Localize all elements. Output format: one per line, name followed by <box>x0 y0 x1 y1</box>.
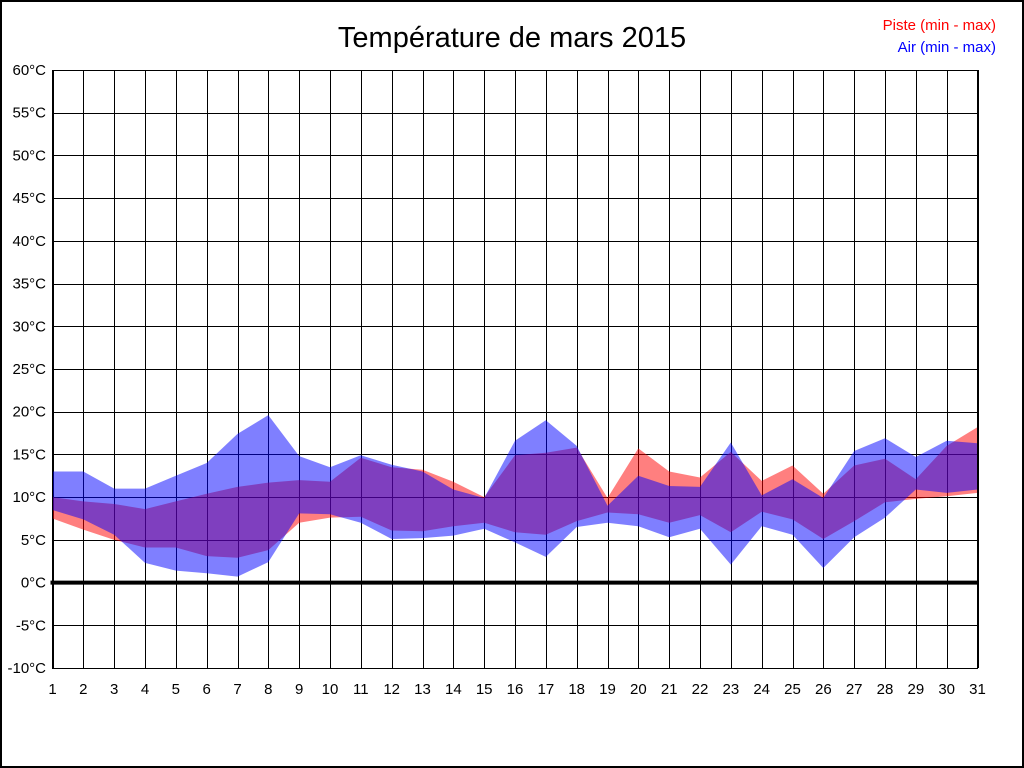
x-tick-label: 28 <box>877 681 894 698</box>
x-tick-label: 7 <box>233 681 241 698</box>
x-tick-label: 14 <box>445 681 462 698</box>
x-tick-label: 4 <box>141 681 149 698</box>
y-tick-label: 25°C <box>12 361 46 378</box>
x-tick-label: 3 <box>110 681 118 698</box>
y-tick-label: 5°C <box>21 532 46 549</box>
x-tick-label: 24 <box>753 681 770 698</box>
x-tick-label: 27 <box>846 681 863 698</box>
x-tick-label: 31 <box>969 681 986 698</box>
y-tick-label: 55°C <box>12 105 46 122</box>
x-tick-label: 6 <box>202 681 210 698</box>
y-tick-label: 40°C <box>12 233 46 250</box>
x-tick-label: 26 <box>815 681 832 698</box>
x-tick-label: 2 <box>79 681 87 698</box>
x-tick-label: 12 <box>383 681 400 698</box>
x-tick-label: 19 <box>599 681 616 698</box>
x-tick-label: 21 <box>661 681 678 698</box>
y-tick-label: 60°C <box>12 62 46 79</box>
x-tick-label: 1 <box>48 681 56 698</box>
y-tick-label: 30°C <box>12 318 46 335</box>
x-tick-label: 13 <box>414 681 431 698</box>
y-tick-label: -5°C <box>16 617 46 634</box>
x-tick-label: 23 <box>722 681 739 698</box>
plot-frame <box>52 70 978 669</box>
legend-item-air: Air (min - max) <box>897 39 996 56</box>
y-tick-label: 0°C <box>21 575 46 592</box>
y-tick-label: 50°C <box>12 147 46 164</box>
x-axis-labels: 1 2 3 4 5 6 7 8 9 10 11 12 13 14 15 16 17 18 19 20 21 22 23 24 2… <box>48 681 986 698</box>
x-tick-label: 29 <box>907 681 924 698</box>
x-tick-label: 10 <box>322 681 339 698</box>
y-tick-label: 20°C <box>12 404 46 421</box>
y-tick-label: 45°C <box>12 190 46 207</box>
x-tick-label: 15 <box>476 681 493 698</box>
y-tick-label: 15°C <box>12 446 46 463</box>
x-tick-label: 22 <box>692 681 709 698</box>
grid <box>52 70 979 669</box>
x-tick-label: 17 <box>537 681 554 698</box>
y-axis-labels: 60°C 55°C 50°C 45°C 40°C 35°C 30°C 25°C 20°C 15°C… <box>7 62 46 677</box>
y-tick-label: 10°C <box>12 489 46 506</box>
x-tick-label: 8 <box>264 681 272 698</box>
air-band <box>52 415 978 577</box>
chart-title: Température de mars 2015 <box>337 22 687 54</box>
legend-item-piste: Piste (min - max) <box>882 17 996 34</box>
x-tick-label: 30 <box>938 681 955 698</box>
x-tick-label: 16 <box>507 681 524 698</box>
x-tick-label: 25 <box>784 681 801 698</box>
x-tick-label: 20 <box>630 681 647 698</box>
chart-legend: Piste (min - max) Air (min - max) <box>883 15 996 59</box>
y-tick-label: -10°C <box>7 660 46 677</box>
x-tick-label: 5 <box>172 681 180 698</box>
x-tick-label: 11 <box>353 681 369 698</box>
y-tick-label: 35°C <box>12 276 46 293</box>
x-tick-label: 18 <box>568 681 585 698</box>
x-tick-label: 9 <box>295 681 303 698</box>
